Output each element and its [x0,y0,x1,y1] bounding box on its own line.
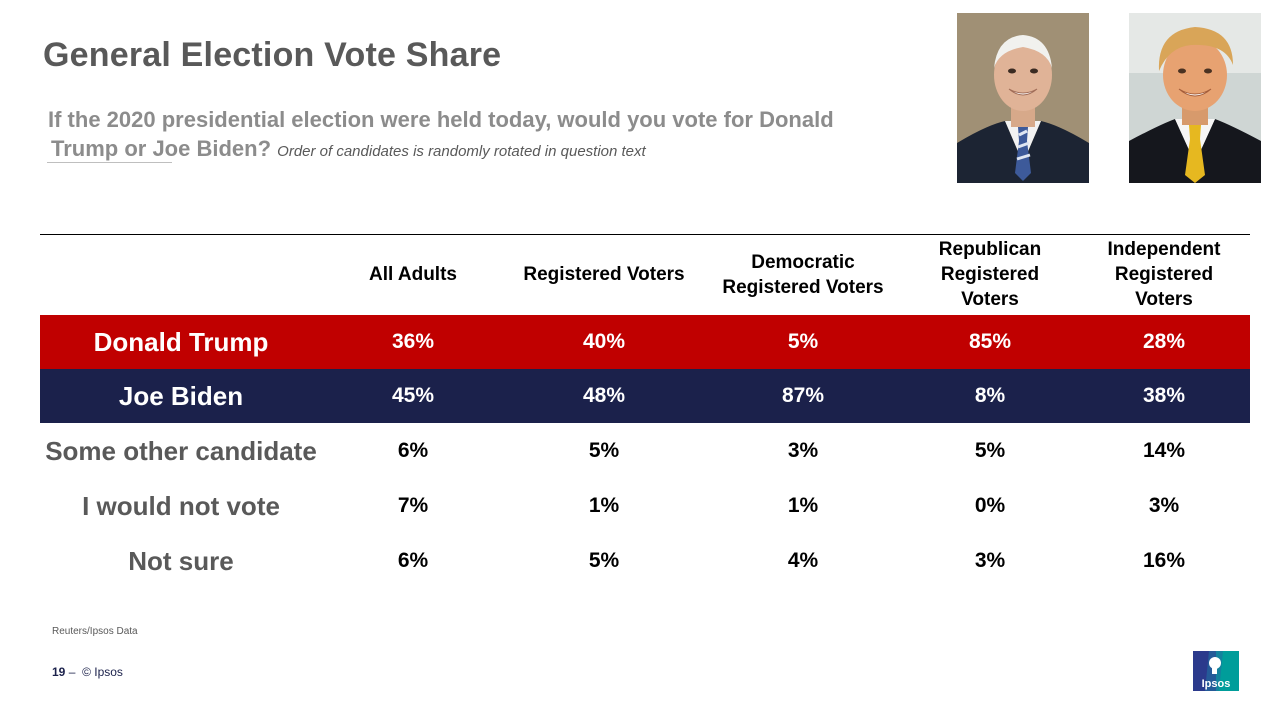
col-header-line: Voters [1135,289,1193,310]
col-header-line: Registered Voters [722,276,884,298]
table-cell: 36% [391,330,435,353]
trump-photo [1129,13,1261,183]
table-cell: 5% [588,549,620,572]
table-cell: 14% [1142,439,1186,462]
logo-text: Ipsos [1202,678,1231,690]
footer-separator: – [68,665,76,679]
col-header-line: Democratic [751,251,855,273]
table-cell: 3% [787,439,819,462]
col-header-registered-voters: Registered Voters [504,235,704,314]
table-row-not-sure: Not sure 6% 5% 4% 3% 16% [40,534,1250,588]
question-text: If the 2020 presidential election were h… [48,105,908,166]
table-cell: 1% [787,494,819,517]
table-cell: 5% [974,439,1006,462]
col-header-line: Independent [1107,239,1221,260]
col-header-line: All Adults [369,264,457,285]
col-header-line: Registered [940,264,1040,285]
col-header-all-adults: All Adults [322,235,504,314]
table-row-donald-trump: Donald Trump 36% 40% 5% 85% 28% [40,315,1250,369]
table-cell: 0% [974,494,1006,517]
row-label: Donald Trump [93,326,269,357]
table-cell: 28% [1142,330,1186,353]
col-header-independent-rv: Independent Registered Voters [1078,235,1250,314]
table-cell: 6% [397,439,429,462]
question-line-2: Trump or Joe Biden? Order of candidates … [48,134,908,166]
biden-photo [957,13,1089,183]
rotation-note: Order of candidates is randomly rotated … [277,143,646,160]
footer: 19 – © Ipsos [52,665,123,679]
col-header-line: Registered [1114,264,1214,285]
table-row-some-other-candidate: Some other candidate 6% 5% 3% 5% 14% [40,424,1250,478]
col-header-line: Republican [938,239,1042,260]
table-cell: 87% [781,384,825,407]
table-row-joe-biden: Joe Biden 45% 48% 87% 8% 38% [40,369,1250,423]
table-cell: 16% [1142,549,1186,572]
row-label: Some other candidate [45,435,317,466]
table-cell: 4% [787,549,819,572]
table-cell: 8% [974,384,1006,407]
table-cell: 5% [588,439,620,462]
table-cell: 7% [397,494,429,517]
table-cell: 48% [582,384,626,407]
subtitle-underline [47,162,172,163]
col-header-line: Registered Voters [523,264,685,285]
table-cell: 3% [1148,494,1180,517]
page-number: 19 [52,665,66,679]
table-header: All Adults Registered Voters Democratic … [40,235,1250,314]
table-cell: 38% [1142,384,1186,407]
table-top-rule [40,234,1250,235]
ipsos-logo-icon: Ipsos [1193,651,1239,691]
table-cell: 3% [974,549,1006,572]
table-row-would-not-vote: I would not vote 7% 1% 1% 0% 3% [40,479,1250,533]
table-cell: 85% [968,330,1012,353]
table-cell: 40% [582,330,626,353]
row-label: Not sure [128,545,234,576]
col-header-line: Voters [961,289,1019,310]
question-line-2-text: Trump or Joe Biden? [51,136,272,161]
source-note: Reuters/Ipsos Data [52,626,138,637]
table-cell: 5% [787,330,819,353]
col-header-republican-rv: Republican Registered Voters [902,235,1078,314]
row-label: Joe Biden [118,380,244,411]
col-header-democratic-rv: Democratic Registered Voters [704,235,902,314]
question-line-1: If the 2020 presidential election were h… [48,107,834,132]
page-title: General Election Vote Share [43,36,502,74]
row-label: I would not vote [82,490,280,521]
copyright: © Ipsos [82,665,123,679]
table-cell: 45% [391,384,435,407]
table-cell: 6% [397,549,429,572]
table-cell: 1% [588,494,620,517]
